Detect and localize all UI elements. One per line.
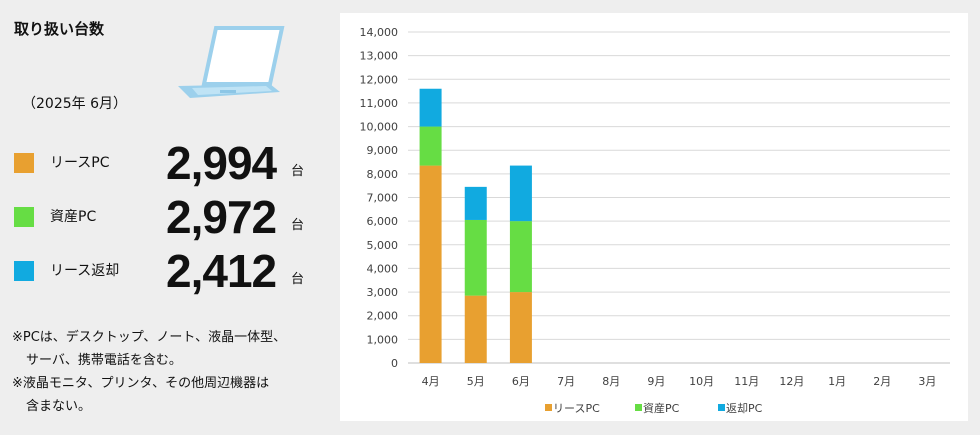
stat-value: 2,972 <box>166 191 277 243</box>
summary-panel: 取り扱い台数 （2025年 6月） リースPC 2,994 台 資産PC 2,9… <box>0 0 330 435</box>
legend-swatch <box>545 404 552 411</box>
bar-segment <box>464 219 487 296</box>
stat-asset-pc: 資産PC 2,972 台 <box>14 192 324 242</box>
legend-label: リースPC <box>553 402 600 415</box>
bar-segment <box>464 186 487 220</box>
x-tick-label: 3月 <box>918 375 936 388</box>
note-line: ※PCは、デスクトップ、ノート、液晶一体型、 <box>12 330 287 345</box>
y-tick-label: 3,000 <box>367 286 399 299</box>
x-tick-label: 9月 <box>647 375 665 388</box>
y-tick-label: 4,000 <box>367 262 399 275</box>
y-tick-label: 9,000 <box>367 144 399 157</box>
y-tick-label: 10,000 <box>360 121 399 134</box>
y-tick-label: 7,000 <box>367 192 399 205</box>
lease-pc-swatch <box>14 153 34 173</box>
stat-lease-pc: リースPC 2,994 台 <box>14 138 324 188</box>
x-tick-label: 6月 <box>512 375 530 388</box>
notes: ※PCは、デスクトップ、ノート、液晶一体型、 サーバ、携帯電話を含む。 ※液晶モ… <box>12 326 286 418</box>
y-tick-label: 5,000 <box>367 239 399 252</box>
stacked-bar-chart: 0 1,000 2,000 3,000 4,000 5,000 6,000 7,000 8,00… <box>360 26 950 415</box>
note-line: サーバ、携帯電話を含む。 <box>26 353 182 368</box>
stat-value: 2,412 <box>166 245 277 297</box>
y-tick-label: 14,000 <box>360 26 399 39</box>
y-tick-label: 6,000 <box>367 215 399 228</box>
asset-pc-swatch <box>14 207 34 227</box>
note-line: ※液晶モニタ、プリンタ、その他周辺機器は <box>12 376 270 391</box>
x-tick-label: 8月 <box>602 375 620 388</box>
note-line: 含まない。 <box>26 399 92 414</box>
y-tick-label: 12,000 <box>360 73 399 86</box>
x-tick-label: 11月 <box>734 375 759 388</box>
stat-unit: 台 <box>291 218 305 233</box>
y-tick-label: 8,000 <box>367 168 399 181</box>
legend-label: 資産PC <box>643 402 680 415</box>
x-tick-label: 1月 <box>828 375 846 388</box>
bar-segment <box>419 165 442 363</box>
laptop-icon <box>178 26 285 98</box>
x-tick-label: 5月 <box>467 375 485 388</box>
panel-title: 取り扱い台数 <box>14 20 105 38</box>
stat-lease-return: リース返却 2,412 台 <box>14 246 324 296</box>
legend-swatch <box>635 404 642 411</box>
y-tick-label: 11,000 <box>360 97 399 110</box>
x-tick-label: 2月 <box>873 375 891 388</box>
legend-label: 返却PC <box>726 402 763 415</box>
y-tick-label: 2,000 <box>367 310 399 323</box>
y-tick-label: 1,000 <box>367 333 399 346</box>
period-label: （2025年 6月） <box>22 96 127 112</box>
x-tick-label: 10月 <box>689 375 714 388</box>
y-tick-label: 0 <box>391 357 398 370</box>
stat-unit: 台 <box>291 164 305 179</box>
bar-segment <box>464 295 487 363</box>
bar-segment <box>509 165 532 222</box>
stat-unit: 台 <box>291 272 305 287</box>
x-tick-label: 4月 <box>422 375 440 388</box>
lease-return-swatch <box>14 261 34 281</box>
x-tick-label: 12月 <box>779 375 804 388</box>
x-tick-label: 7月 <box>557 375 575 388</box>
stat-label: リース返却 <box>50 263 120 279</box>
chart-panel: 0 1,000 2,000 3,000 4,000 5,000 6,000 7,000 8,00… <box>340 13 968 421</box>
bar-segment <box>509 292 532 363</box>
legend-swatch <box>718 404 725 411</box>
bar-segment <box>419 126 442 166</box>
stat-label: リースPC <box>50 155 110 171</box>
stat-value: 2,994 <box>166 137 277 189</box>
bar-segment <box>419 88 442 127</box>
bar-segment <box>509 221 532 293</box>
y-tick-label: 13,000 <box>360 50 399 63</box>
stat-label: 資産PC <box>50 209 97 225</box>
